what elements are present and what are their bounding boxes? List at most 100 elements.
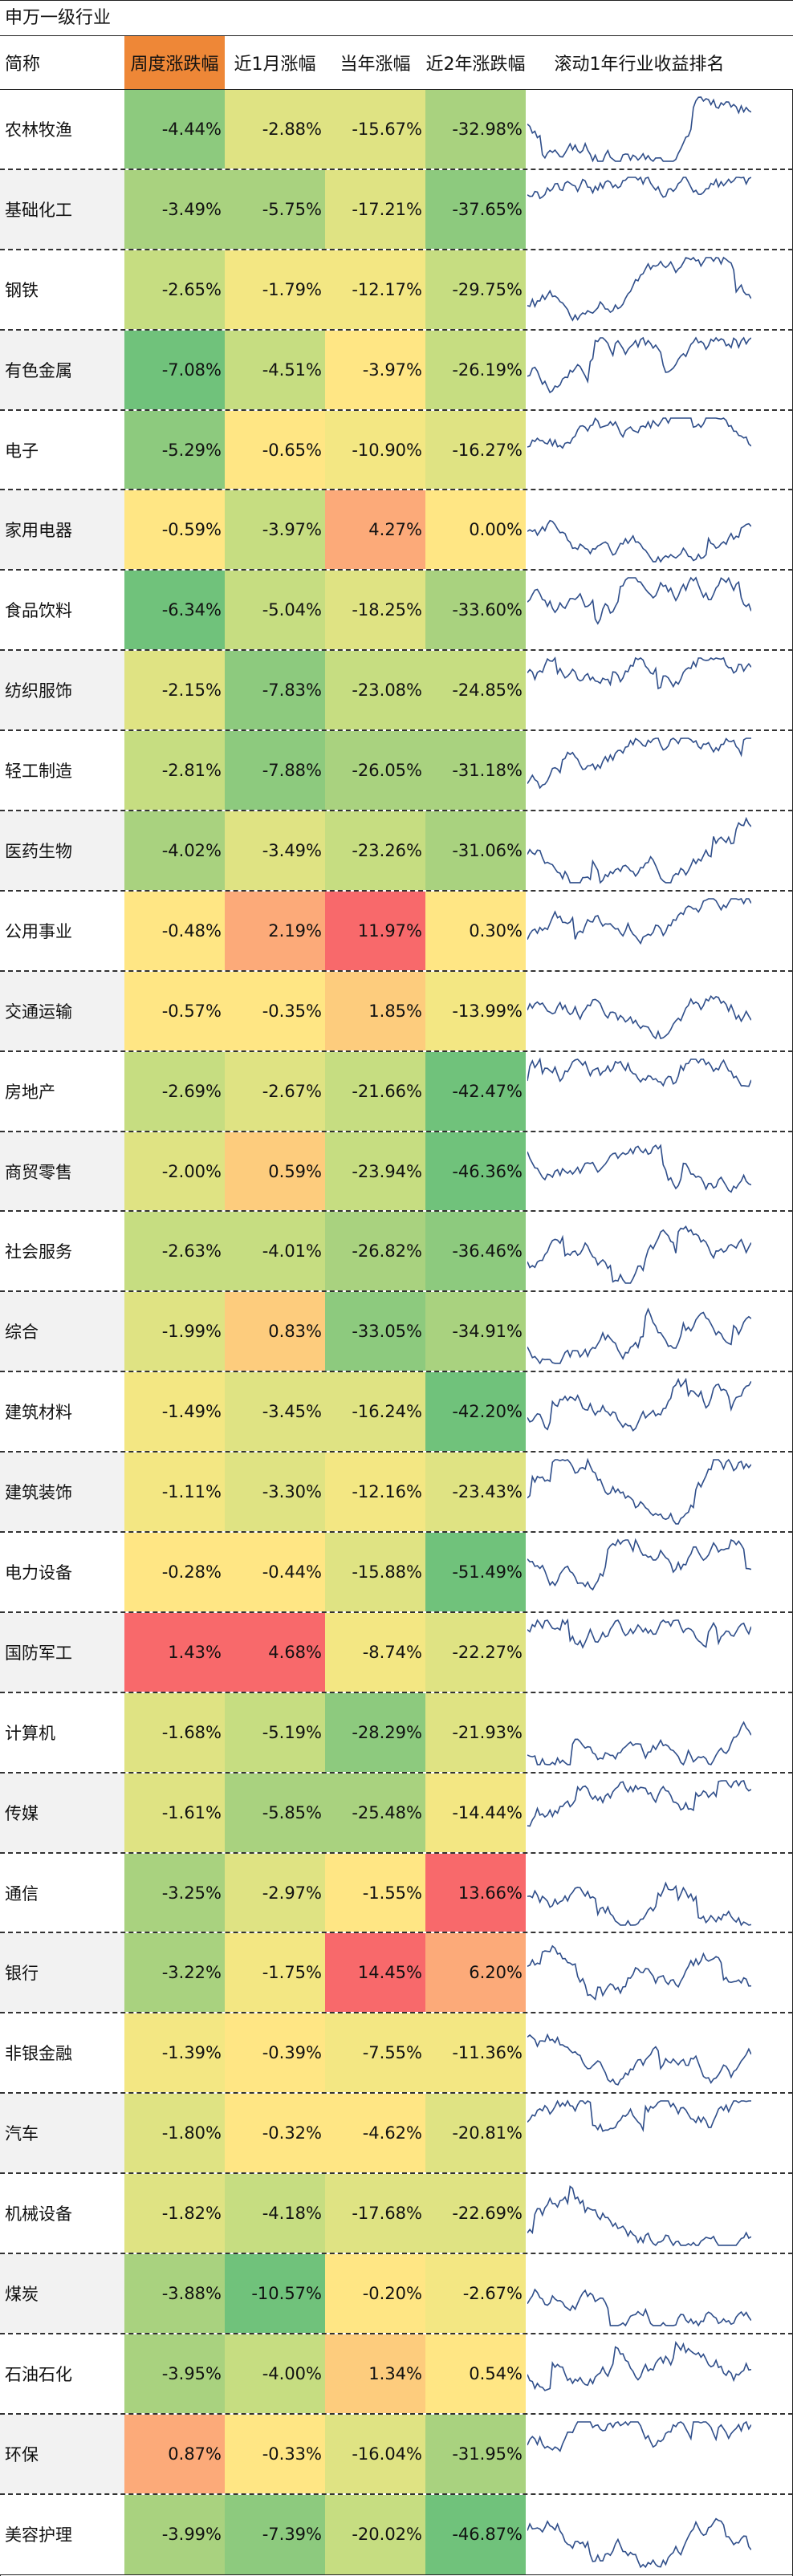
cell-two-year: -13.99%: [425, 971, 526, 1050]
industry-name: 有色金属: [0, 330, 124, 409]
rank-sparkline: [526, 1773, 753, 1852]
sparkline-path: [527, 1618, 751, 1649]
cell-two-year: -31.18%: [425, 731, 526, 811]
sparkline-path: [527, 576, 751, 626]
cell-weekly: -4.02%: [124, 811, 225, 890]
rank-sparkline: [526, 330, 753, 409]
sparkline-chart: [527, 897, 751, 945]
cell-month: -0.39%: [225, 2013, 325, 2093]
industry-name: 农林牧渔: [0, 90, 124, 169]
cell-weekly: -3.99%: [124, 2494, 225, 2574]
header-two-year[interactable]: 近2年涨跌幅: [425, 55, 526, 75]
cell-month: -1.79%: [225, 250, 325, 329]
header-rank[interactable]: 滚动1年行业收益排名: [554, 55, 725, 75]
industry-name: 房地产: [0, 1051, 124, 1131]
sparkline-chart: [527, 576, 751, 626]
cell-two-year: -20.81%: [425, 2094, 526, 2173]
cell-ytd: -16.24%: [325, 1372, 425, 1452]
industry-name: 汽车: [0, 2094, 124, 2173]
cell-two-year: -23.43%: [425, 1453, 526, 1532]
cell-weekly: -3.22%: [124, 1933, 225, 2013]
rank-sparkline: [526, 169, 753, 249]
sparkline-path: [527, 2517, 751, 2568]
cell-weekly: -1.80%: [124, 2094, 225, 2173]
industry-name: 银行: [0, 1933, 124, 2013]
table-row: 国防军工 1.43% 4.68% -8.74% -22.27%: [0, 1612, 793, 1693]
table-row: 房地产 -2.69% -2.67% -21.66% -42.47%: [0, 1051, 793, 1132]
cell-two-year: -36.46%: [425, 1212, 526, 1291]
cell-month: -7.39%: [225, 2494, 325, 2574]
cell-ytd: -23.08%: [325, 651, 425, 730]
sparkline-chart: [527, 2099, 751, 2133]
table-row: 汽车 -1.80% -0.32% -4.62% -20.81%: [0, 2094, 793, 2175]
sparkline-chart: [527, 336, 751, 393]
industry-name: 环保: [0, 2414, 124, 2493]
table-row: 基础化工 -3.49% -5.75% -17.21% -37.65%: [0, 169, 793, 250]
sparkline-path: [527, 1721, 751, 1766]
cell-ytd: -3.97%: [325, 330, 425, 409]
cell-ytd: -15.88%: [325, 1533, 425, 1611]
cell-month: -4.01%: [225, 1212, 325, 1291]
table-row: 计算机 -1.68% -5.19% -28.29% -21.93%: [0, 1692, 793, 1774]
cell-month: -3.97%: [225, 490, 325, 570]
cell-month: -4.00%: [225, 2334, 325, 2413]
sparkline-path: [527, 1057, 751, 1087]
cell-two-year: -26.19%: [425, 330, 526, 409]
sparkline-path: [527, 2185, 751, 2247]
industry-name: 电子: [0, 410, 124, 490]
rank-sparkline: [526, 410, 753, 490]
cell-two-year: -46.87%: [425, 2494, 526, 2574]
cell-weekly: 1.43%: [124, 1612, 225, 1692]
sparkline-chart: [527, 2288, 751, 2327]
table-row: 有色金属 -7.08% -4.51% -3.97% -26.19%: [0, 330, 793, 411]
sparkline-path: [527, 737, 751, 790]
cell-two-year: -24.85%: [425, 651, 526, 730]
rank-sparkline: [526, 651, 753, 730]
header-name[interactable]: 简称: [5, 55, 41, 75]
cell-ytd: 1.34%: [325, 2334, 425, 2413]
cell-month: -2.88%: [225, 90, 325, 169]
rank-sparkline: [526, 1533, 753, 1611]
sparkline-chart: [527, 816, 751, 884]
cell-two-year: -29.75%: [425, 250, 526, 329]
cell-ytd: -17.68%: [325, 2174, 425, 2253]
header-month[interactable]: 近1月涨幅: [234, 55, 316, 75]
cell-month: -1.75%: [225, 1933, 325, 2013]
cell-two-year: -22.27%: [425, 1612, 526, 1692]
sparkline-chart: [527, 1307, 751, 1365]
cell-ytd: -33.05%: [325, 1292, 425, 1371]
cell-two-year: 0.00%: [425, 490, 526, 570]
cell-ytd: -4.62%: [325, 2094, 425, 2173]
sparkline-chart: [527, 1618, 751, 1649]
sparkline-path: [527, 656, 751, 690]
cell-month: -0.44%: [225, 1533, 325, 1611]
cell-month: -5.85%: [225, 1773, 325, 1852]
rank-sparkline: [526, 2174, 753, 2253]
cell-month: 4.68%: [225, 1612, 325, 1692]
sparkline-path: [527, 2033, 751, 2086]
rank-sparkline: [526, 1612, 753, 1692]
cell-month: 2.19%: [225, 891, 325, 970]
cell-month: -5.75%: [225, 169, 325, 249]
industry-name: 机械设备: [0, 2174, 124, 2253]
sparkline-chart: [527, 1779, 751, 1827]
cell-two-year: -31.06%: [425, 811, 526, 890]
industry-name: 建筑装饰: [0, 1453, 124, 1532]
header-ytd[interactable]: 当年涨幅: [340, 55, 411, 75]
cell-weekly: -2.00%: [124, 1132, 225, 1211]
industry-name: 国防军工: [0, 1612, 124, 1692]
industry-name: 非银金融: [0, 2013, 124, 2093]
sparkline-path: [527, 897, 751, 945]
sparkline-path: [527, 2340, 751, 2391]
cell-month: -5.19%: [225, 1692, 325, 1772]
cell-two-year: -21.93%: [425, 1692, 526, 1772]
sparkline-chart: [527, 2517, 751, 2568]
table-row: 轻工制造 -2.81% -7.88% -26.05% -31.18%: [0, 731, 793, 812]
sparkline-chart: [527, 994, 751, 1040]
cell-weekly: -5.29%: [124, 410, 225, 490]
cell-weekly: -0.57%: [124, 971, 225, 1050]
rank-sparkline: [526, 2414, 753, 2493]
header-weekly[interactable]: 周度涨跌幅: [124, 36, 225, 89]
sparkline-path: [527, 1779, 751, 1827]
cell-weekly: -2.65%: [124, 250, 225, 329]
